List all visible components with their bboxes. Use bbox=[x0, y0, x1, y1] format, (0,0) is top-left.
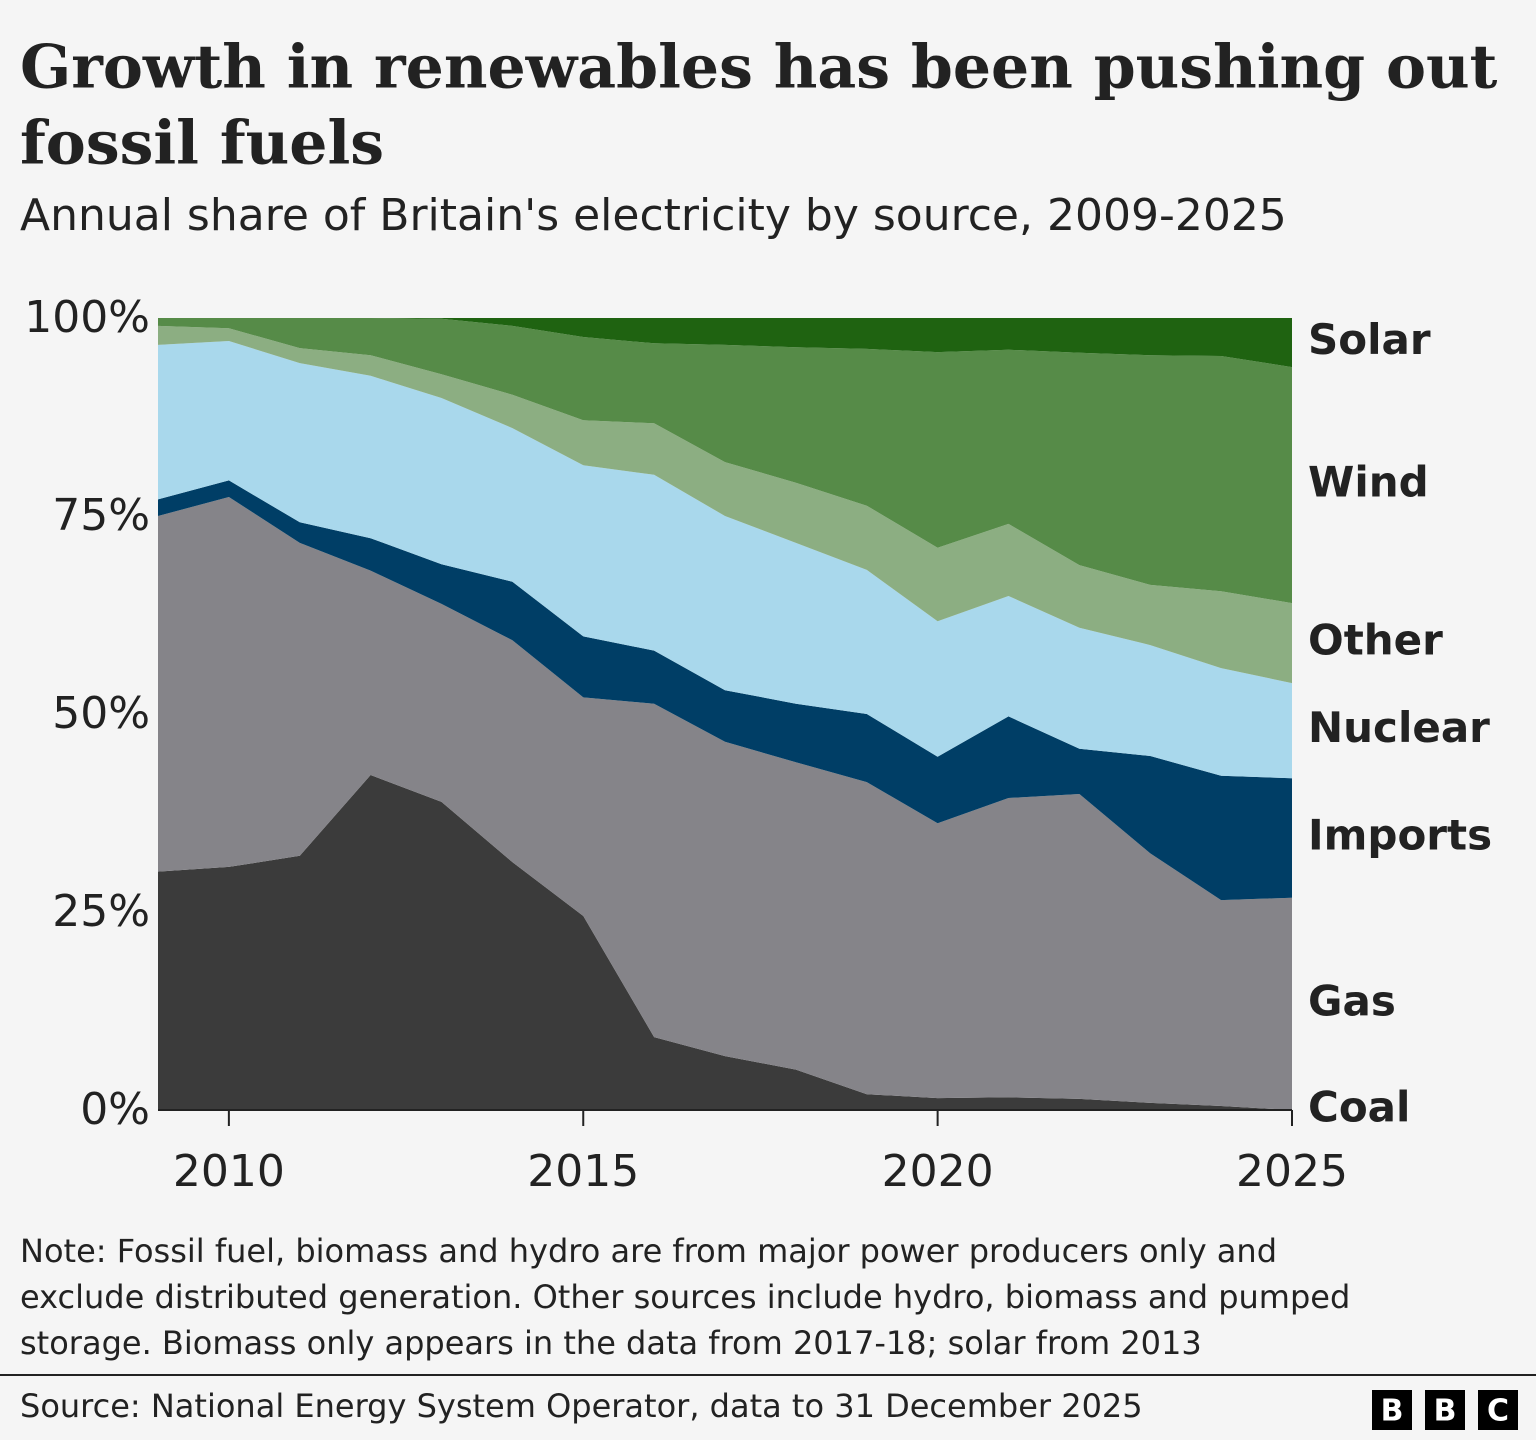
logo-letter: C bbox=[1487, 1394, 1509, 1429]
area bbox=[158, 325, 1292, 684]
area bbox=[158, 341, 1292, 779]
y-tick-label: 25% bbox=[52, 886, 150, 937]
logo: B B C bbox=[1372, 1390, 1518, 1430]
x-tick-label: 2015 bbox=[527, 1146, 639, 1197]
x-tick-label: 2025 bbox=[1236, 1146, 1348, 1197]
series-label: Solar bbox=[1308, 315, 1431, 364]
series-label: Other bbox=[1308, 616, 1443, 665]
y-tick-label: 100% bbox=[24, 292, 150, 343]
logo-box bbox=[1372, 1390, 1412, 1430]
area bbox=[158, 497, 1292, 1110]
logo-box bbox=[1425, 1390, 1465, 1430]
area bbox=[158, 318, 1292, 604]
area bbox=[158, 318, 1292, 368]
y-tick-label: 75% bbox=[52, 490, 150, 541]
logo-letter: B bbox=[1434, 1394, 1457, 1429]
chart-title: fossil fuels bbox=[20, 109, 384, 179]
x-tick-label: 2010 bbox=[173, 1146, 285, 1197]
note: Note: Fossil fuel, biomass and hydro are… bbox=[20, 1232, 1277, 1270]
series-label: Gas bbox=[1308, 976, 1396, 1025]
note: storage. Biomass only appears in the dat… bbox=[20, 1324, 1202, 1362]
logo-letter: B bbox=[1381, 1394, 1404, 1429]
logo-box bbox=[1478, 1390, 1518, 1430]
chart-title: Growth in renewables has been pushing ou… bbox=[20, 33, 1498, 103]
area bbox=[158, 775, 1292, 1110]
source: Source: National Energy System Operator,… bbox=[20, 1387, 1143, 1425]
series-label: Nuclear bbox=[1308, 703, 1490, 752]
series-label: Imports bbox=[1308, 810, 1492, 859]
series-label: Coal bbox=[1308, 1083, 1410, 1132]
note: exclude distributed generation. Other so… bbox=[20, 1278, 1350, 1316]
x-tick-label: 2020 bbox=[882, 1146, 994, 1197]
chart-subtitle: Annual share of Britain's electricity by… bbox=[20, 190, 1287, 241]
area bbox=[158, 480, 1292, 901]
series-label: Wind bbox=[1308, 458, 1429, 507]
y-tick-label: 50% bbox=[52, 688, 150, 739]
y-tick-label: 0% bbox=[80, 1084, 150, 1135]
